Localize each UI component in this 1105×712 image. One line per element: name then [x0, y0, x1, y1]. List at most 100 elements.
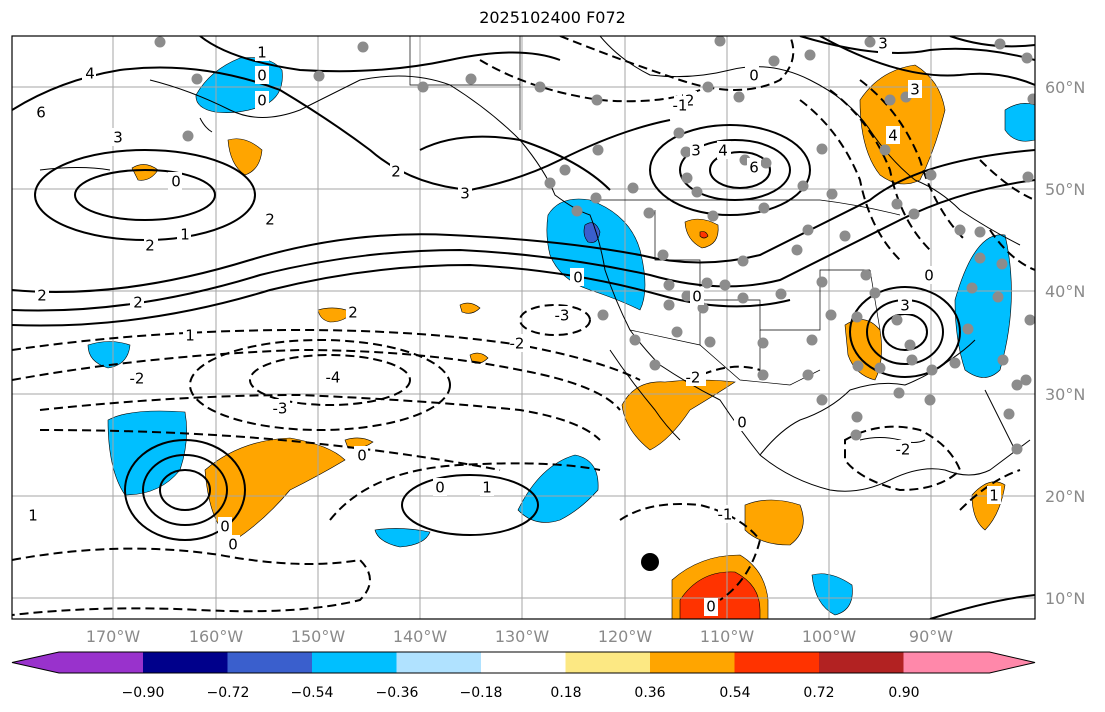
colorbar-tick-label: −0.54 — [291, 685, 334, 701]
lon-label: 170°W — [86, 627, 141, 646]
contour-label: 0 — [737, 414, 747, 432]
contour-label: 0 — [749, 67, 759, 85]
station-dots — [154, 36, 1035, 455]
blue-area-west — [87, 341, 131, 369]
contour-label: 0 — [692, 288, 702, 306]
contour-label: -2 — [130, 370, 145, 388]
colorbar-tick-label: 0.36 — [634, 685, 665, 701]
contour-label: 3 — [910, 81, 920, 99]
contour-label: 0 — [357, 447, 367, 465]
lat-label: 60°N — [1045, 78, 1085, 97]
contour-label: 0 — [257, 92, 267, 110]
contour-label: 1 — [257, 44, 267, 62]
contour-label: -2 — [510, 335, 525, 353]
colorbar-segment — [903, 652, 1035, 673]
contour-label: 1 — [185, 327, 195, 345]
lat-label: 30°N — [1045, 385, 1085, 404]
contour-label: 1 — [180, 226, 190, 244]
contour-label: 2 — [37, 287, 47, 305]
blue-area-atlantic — [954, 234, 1012, 378]
contour-label: -3 — [555, 307, 570, 325]
colorbar-segment — [227, 652, 313, 673]
colorbar — [11, 651, 1036, 674]
colorbar-tick-label: 0.90 — [888, 685, 919, 701]
contour-label-group: 4 6 3 0 1 2 2 2 2 2 3 1 -2 -4 — [26, 35, 1001, 616]
contour-label: 0 — [171, 173, 181, 191]
contour-label: 6 — [749, 159, 759, 177]
colorbar-segment — [565, 652, 651, 673]
contour-label: 3 — [113, 129, 123, 147]
lat-label: 50°N — [1045, 180, 1085, 199]
contour-label: 2 — [391, 163, 401, 181]
colorbar-segment — [12, 652, 143, 673]
blue-area-pnw — [546, 198, 646, 311]
colorbar-tick-label: −0.36 — [376, 685, 419, 701]
contour-label: 3 — [900, 297, 910, 315]
colorbar-tick-label: −0.72 — [207, 685, 250, 701]
orange-area-small3 — [459, 302, 481, 314]
contour-label: 6 — [36, 104, 46, 122]
contour-label: 1 — [989, 487, 999, 505]
colorbar-segment — [650, 652, 735, 673]
contour-label: -3 — [273, 400, 288, 418]
colorbar-segment — [819, 652, 904, 673]
contour-label: 2 — [145, 237, 155, 255]
contour-label: 3 — [460, 185, 470, 203]
lon-label: 150°W — [291, 627, 346, 646]
colorbar-tick-label: 0.18 — [550, 685, 581, 701]
contour-label: 3 — [691, 142, 701, 160]
colorbar-outline — [11, 651, 1036, 674]
colorbar-segment — [312, 652, 397, 673]
contour-label: 0 — [924, 267, 934, 285]
tc-position-marker — [641, 553, 659, 571]
colorbar-tick-label: −0.18 — [460, 685, 503, 701]
graticule — [12, 36, 1035, 619]
colorbar-segment — [734, 652, 820, 673]
contour-label: 2 — [265, 211, 275, 229]
colorbar-tick-label: 0.72 — [803, 685, 834, 701]
contour-label: 0 — [706, 598, 716, 616]
contour-label: 2 — [348, 304, 358, 322]
blue-area-east-pac — [811, 573, 853, 616]
map-border — [11, 35, 1036, 620]
contour-label: -2 — [896, 441, 911, 459]
contour-label: 4 — [888, 127, 898, 145]
colorbar-tick-label: −0.90 — [122, 685, 165, 701]
lat-label: 40°N — [1045, 282, 1085, 301]
colorbar-tick-label: 0.54 — [719, 685, 750, 701]
lat-label: 20°N — [1045, 487, 1085, 506]
blue-area-ne — [1004, 103, 1035, 142]
latitude-labels: 60°N 50°N 40°N 30°N 20°N 10°N — [1045, 78, 1085, 608]
contour-label: 0 — [257, 67, 267, 85]
contour-label: 4 — [85, 65, 95, 83]
map-title: 2025102400 F072 — [479, 8, 626, 27]
positive-contours — [12, 36, 1035, 619]
contour-label: 0 — [435, 479, 445, 497]
lon-label: 130°W — [495, 627, 550, 646]
contour-label: 0 — [573, 269, 583, 287]
lon-label: 160°W — [189, 627, 244, 646]
orange-area-small1 — [317, 307, 353, 323]
colorbar-segment — [396, 652, 482, 673]
contour-label: -4 — [326, 369, 341, 387]
orange-area-west — [227, 138, 263, 176]
blue-area-pnw-core — [583, 222, 601, 243]
longitude-labels: 170°W 160°W 150°W 140°W 130°W 120°W 110°… — [86, 627, 953, 646]
contour-label: -2 — [686, 369, 701, 387]
contour-label: -1 — [718, 506, 733, 524]
contour-label: -1 — [673, 97, 688, 115]
colorbar-tick-labels: −0.90 −0.72 −0.54 −0.36 −0.18 0.18 0.36 … — [122, 685, 920, 701]
red-area-south — [679, 571, 761, 619]
negative-contours — [12, 36, 1035, 616]
lon-label: 120°W — [598, 627, 653, 646]
lat-label: 10°N — [1045, 589, 1085, 608]
contour-label: 0 — [228, 536, 238, 554]
colorbar-segment — [481, 652, 566, 673]
contour-label: 0 — [220, 518, 230, 536]
lon-label: 100°W — [802, 627, 857, 646]
contour-label: 3 — [878, 35, 888, 53]
contour-label: 2 — [133, 294, 143, 312]
lon-label: 110°W — [700, 627, 755, 646]
orange-area-mexico — [744, 499, 804, 546]
